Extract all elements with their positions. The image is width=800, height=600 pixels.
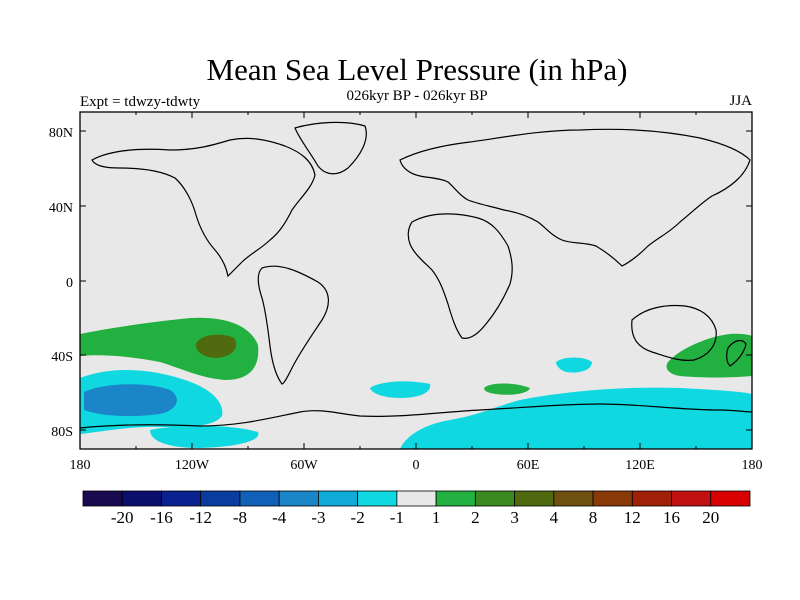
colorbar-label: 1 — [432, 508, 441, 527]
colorbar-swatch — [514, 490, 555, 507]
pressure-anomaly-fill — [80, 317, 752, 449]
colorbar-swatch — [631, 490, 672, 507]
colorbar-label: 20 — [702, 508, 719, 527]
chart-subtitle: 026kyr BP - 026kyr BP — [346, 88, 488, 104]
colorbar-labels: -20 -16 -12 -8 -4 -3 -2 -1 1 2 3 4 8 12 16 20 — [111, 508, 719, 527]
colorbar-label: -3 — [311, 508, 325, 527]
colorbar-swatch — [200, 490, 241, 507]
lon-tick-label-0: 0 — [413, 458, 420, 473]
experiment-label: Expt = tdwzy-tdwty — [80, 94, 201, 110]
colorbar-label: 3 — [510, 508, 519, 527]
colorbar-label: -20 — [111, 508, 134, 527]
colorbar-swatch — [278, 490, 319, 507]
lon-tick-label-180w: 180 — [70, 458, 91, 473]
colorbar-swatch — [553, 490, 594, 507]
colorbar-swatch — [474, 490, 515, 507]
colorbar — [82, 490, 751, 507]
anomaly-region-southern-pacific-cyan-2 — [150, 425, 259, 448]
colorbar-swatch — [671, 490, 712, 507]
anomaly-region-south-pacific-olive — [195, 334, 237, 358]
colorbar-label: -4 — [272, 508, 287, 527]
lat-tick-label-40s: 40S — [51, 350, 73, 365]
colorbar-label: -8 — [233, 508, 247, 527]
colorbar-label: -1 — [390, 508, 404, 527]
colorbar-swatch — [318, 490, 359, 507]
anomaly-region-south-pacific-green — [80, 317, 259, 380]
colorbar-label: 2 — [471, 508, 480, 527]
colorbar-swatch — [121, 490, 162, 507]
lon-tick-label-180e: 180 — [742, 458, 763, 473]
lon-tick-label-60w: 60W — [290, 458, 318, 473]
lat-tick-label-0: 0 — [66, 276, 73, 291]
colorbar-label: 8 — [589, 508, 598, 527]
colorbar-label: 4 — [550, 508, 559, 527]
colorbar-swatch — [161, 490, 202, 507]
colorbar-swatch — [435, 490, 476, 507]
anomaly-region-indian-cyan — [556, 357, 592, 373]
latitude-axis — [80, 130, 752, 431]
colorbar-swatch — [357, 490, 398, 507]
colorbar-label: 16 — [663, 508, 680, 527]
lat-tick-label-80n: 80N — [49, 126, 73, 141]
anomaly-region-southern-indian-cyan — [400, 387, 752, 449]
lon-tick-label-60e: 60E — [517, 458, 540, 473]
colorbar-label: 12 — [624, 508, 641, 527]
lon-tick-label-120e: 120E — [625, 458, 655, 473]
lat-tick-label-80s: 80S — [51, 425, 73, 440]
anomaly-region-southern-atlantic-cyan — [370, 381, 431, 398]
coastlines — [80, 121, 752, 429]
lat-tick-label-40n: 40N — [49, 201, 73, 216]
colorbar-swatch — [396, 490, 437, 507]
chart-title: Mean Sea Level Pressure (in hPa) — [206, 52, 628, 87]
season-label: JJA — [729, 93, 752, 109]
colorbar-swatch — [239, 490, 280, 507]
colorbar-swatch — [710, 490, 751, 507]
colorbar-label: -2 — [351, 508, 365, 527]
colorbar-swatch — [592, 490, 633, 507]
colorbar-label: -12 — [189, 508, 212, 527]
anomaly-region-southern-pacific-blue — [84, 384, 177, 417]
anomaly-region-south-atlantic-green — [484, 383, 530, 395]
colorbar-label: -16 — [150, 508, 173, 527]
colorbar-swatch — [82, 490, 123, 507]
lon-tick-label-120w: 120W — [175, 458, 210, 473]
longitude-axis — [79, 112, 753, 449]
